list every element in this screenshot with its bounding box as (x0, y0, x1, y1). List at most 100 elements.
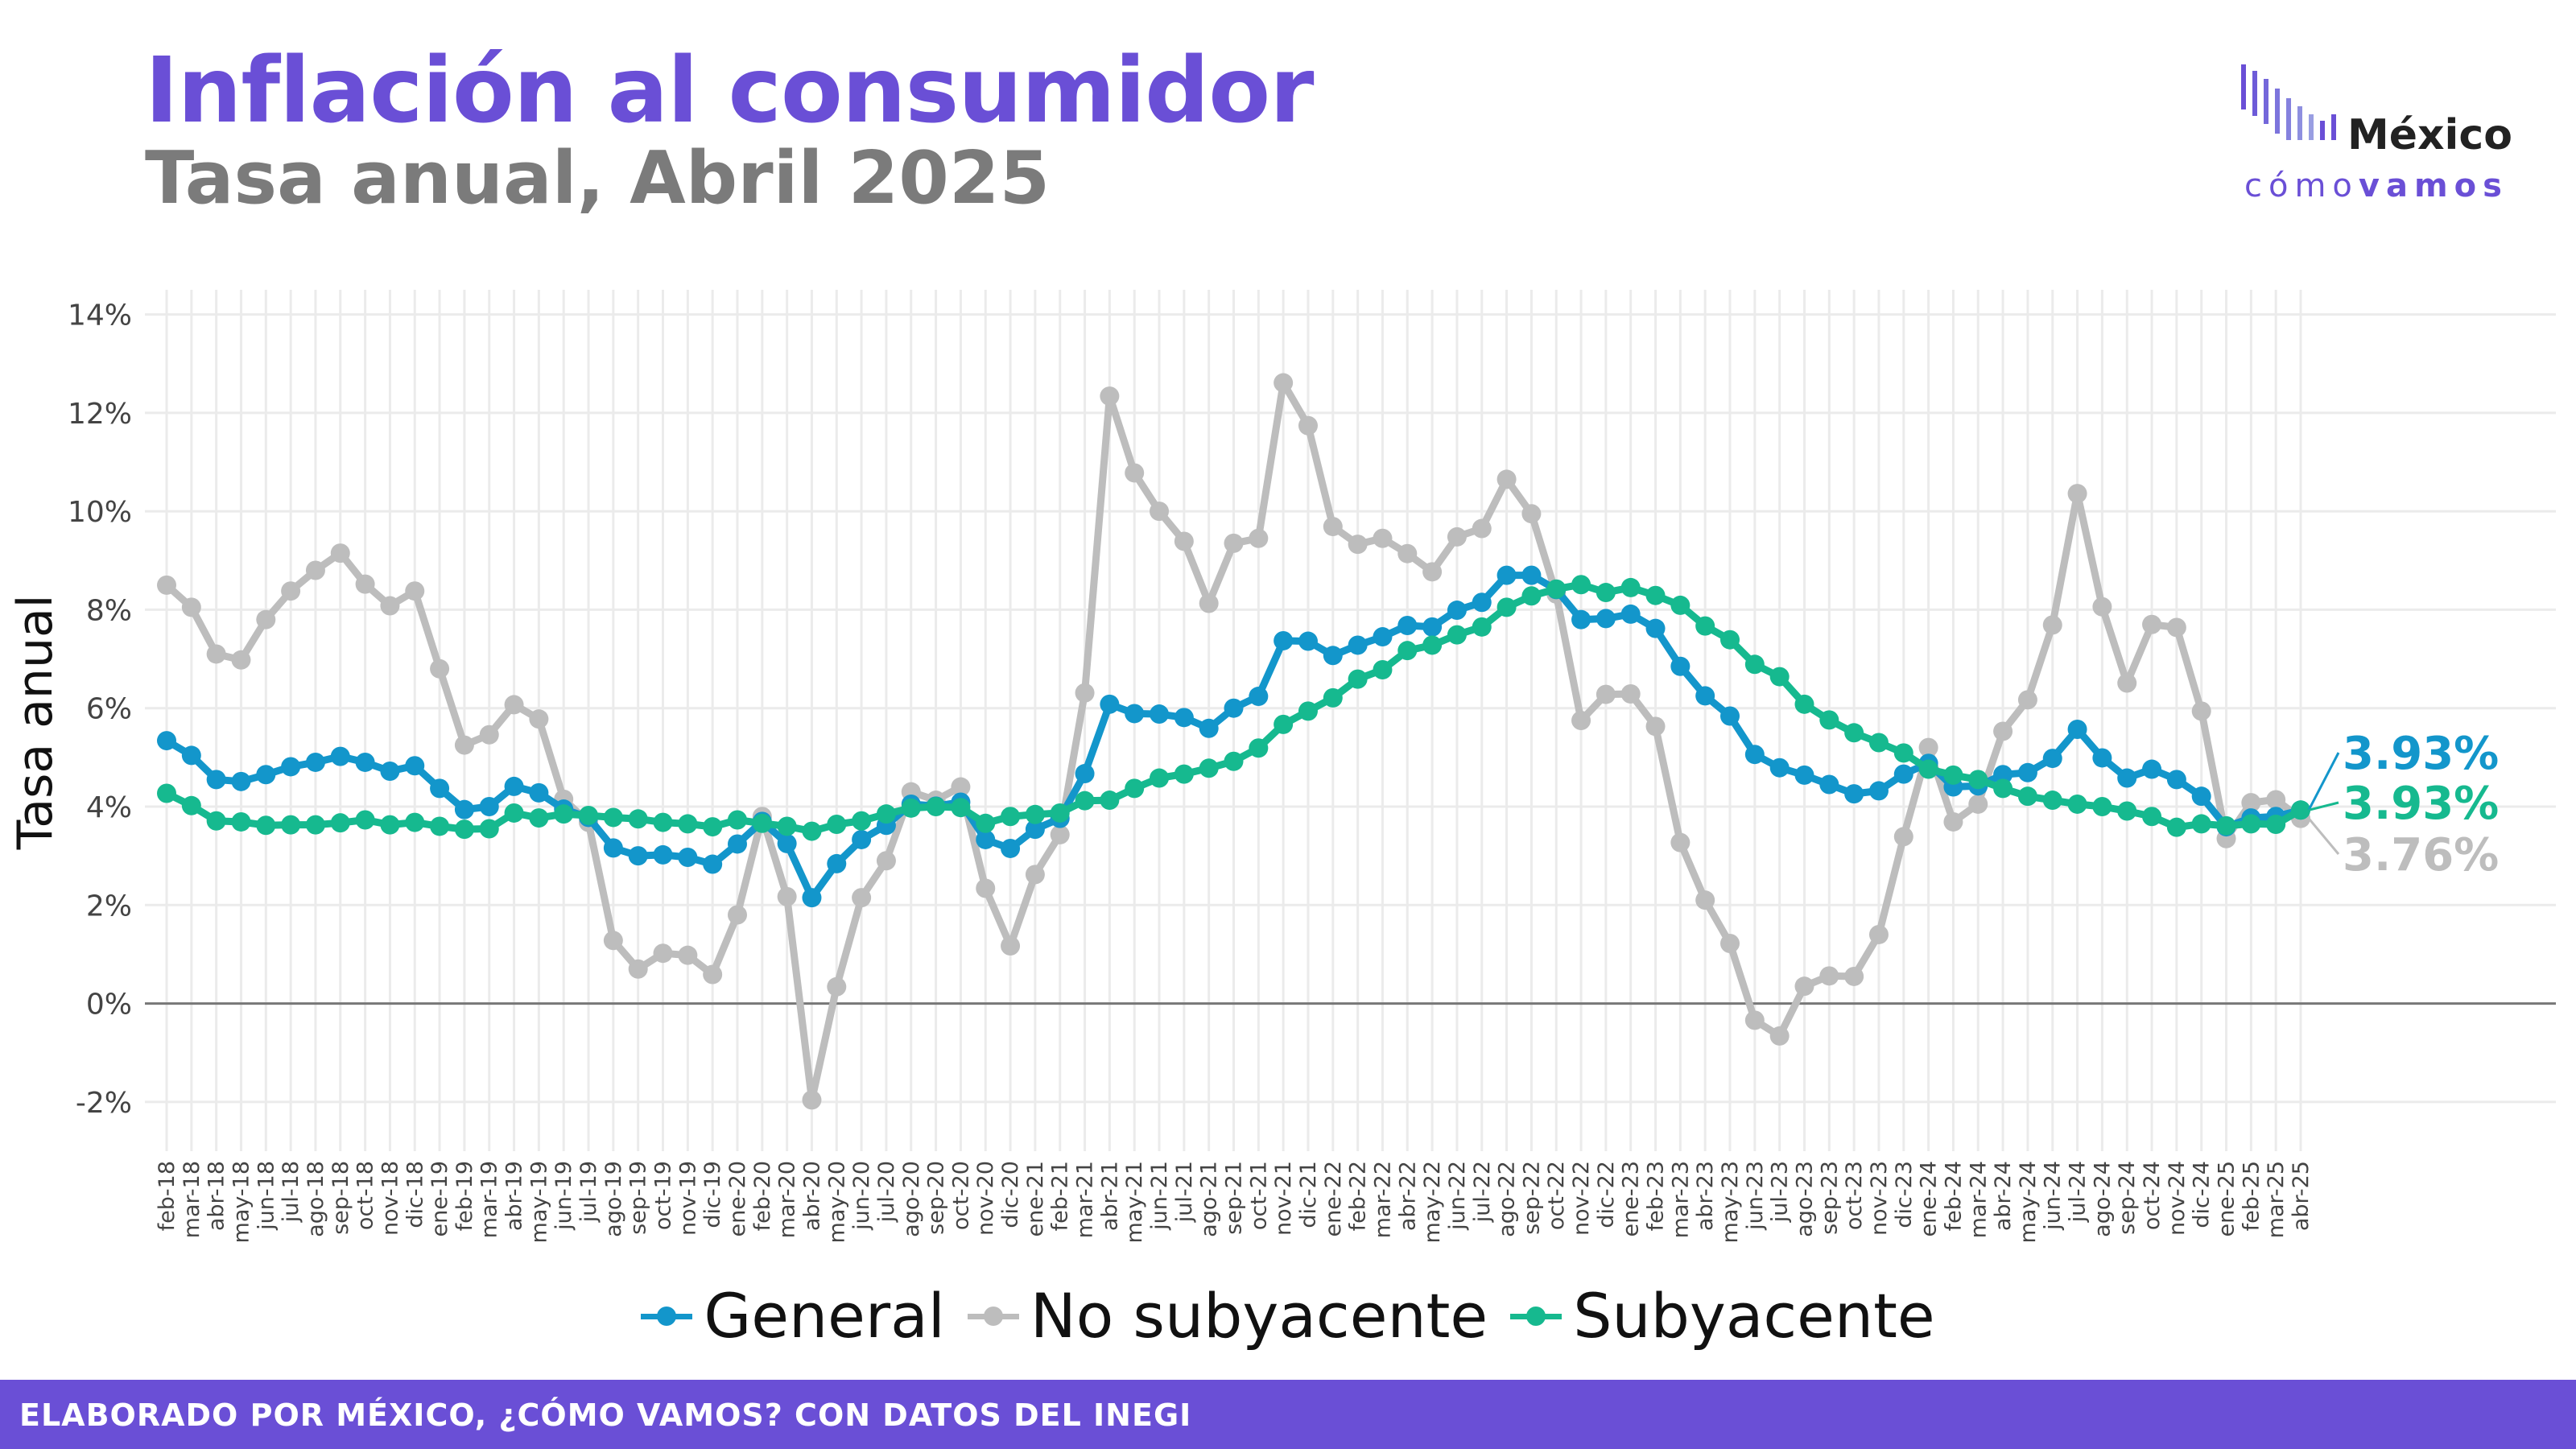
logo-tagline-bold: vamos (2358, 167, 2508, 204)
data-point (1447, 526, 1467, 547)
data-point (380, 815, 400, 835)
data-point (1323, 687, 1343, 708)
x-tick-label: mar-21 (1073, 1161, 1098, 1238)
data-point (777, 816, 797, 836)
data-point (380, 761, 400, 781)
y-tick-label: 8% (86, 594, 132, 627)
data-point (1844, 784, 1864, 804)
x-tick-label: mar-23 (1668, 1161, 1693, 1238)
chart-legend: General No subyacente Subyacente (0, 1280, 2576, 1352)
data-point (405, 581, 425, 601)
x-tick-label: feb-24 (1941, 1161, 1966, 1231)
data-point (330, 543, 350, 564)
y-tick-label: 2% (86, 890, 132, 923)
data-point (504, 803, 524, 823)
data-point (430, 816, 450, 836)
x-tick-label: ago-22 (1495, 1161, 1520, 1237)
data-point (1199, 718, 1219, 738)
x-tick-label: ago-24 (2090, 1161, 2115, 1237)
x-tick-label: jun-21 (1147, 1161, 1172, 1231)
data-point (1794, 765, 1814, 785)
data-point (653, 844, 673, 865)
data-point (2166, 817, 2186, 837)
data-point (1001, 838, 1021, 858)
data-point (1571, 711, 1591, 730)
data-point (1596, 684, 1616, 704)
data-point (1620, 577, 1641, 597)
data-point (1993, 765, 2013, 785)
x-tick-label: mar-20 (775, 1161, 800, 1238)
data-point (653, 943, 673, 964)
data-point (1274, 630, 1294, 650)
data-point (1001, 936, 1021, 956)
end-labels: 3.93%3.93%3.76% (2307, 728, 2499, 881)
x-tick-label: abr-20 (799, 1161, 824, 1231)
data-point (2117, 768, 2137, 788)
data-point (2166, 617, 2186, 638)
legend-item: No subyacente (967, 1280, 1488, 1352)
x-tick-label: abr-24 (1991, 1161, 2016, 1231)
x-tick-label: jul-22 (1470, 1161, 1495, 1223)
data-point (1943, 765, 1963, 785)
x-tick-label: nov-23 (1867, 1161, 1892, 1236)
y-tick-label: 14% (68, 299, 132, 332)
data-point (355, 574, 375, 594)
data-point (1150, 704, 1170, 724)
data-point (1174, 531, 1194, 551)
data-point (405, 756, 425, 776)
x-tick-label: feb-21 (1048, 1161, 1073, 1231)
y-tick-label: 4% (86, 791, 132, 824)
data-point (1447, 625, 1467, 645)
data-point (504, 776, 524, 796)
data-point (628, 809, 648, 829)
data-point (1100, 386, 1120, 407)
data-point (678, 814, 698, 834)
data-point (405, 812, 425, 832)
x-tick-label: ene-23 (1619, 1161, 1644, 1236)
data-point (727, 834, 747, 854)
x-tick-label: sep-23 (1817, 1161, 1842, 1235)
data-point (1348, 669, 1368, 689)
data-point (2266, 815, 2286, 835)
data-point (256, 609, 276, 630)
data-point (1769, 758, 1790, 778)
data-point (1397, 641, 1418, 661)
data-point (1472, 518, 1492, 539)
x-tick-label: sep-18 (328, 1161, 353, 1235)
x-tick-label: dic-19 (700, 1161, 725, 1228)
inflation-line-chart: -2%0%2%4%6%8%10%12%14% feb-18 mar-18 abr-1… (7, 290, 2556, 1243)
data-point (1645, 585, 1666, 605)
x-tick-label: nov-19 (675, 1161, 700, 1236)
data-point (2067, 794, 2087, 814)
data-point (1645, 618, 1666, 638)
data-point (1720, 706, 1740, 726)
x-tick-label: feb-23 (1644, 1161, 1669, 1231)
data-point (157, 731, 176, 751)
data-point (529, 808, 549, 828)
data-point (876, 851, 896, 871)
data-point (603, 838, 623, 858)
data-point (1323, 646, 1343, 666)
data-point (703, 817, 723, 837)
data-point (2166, 770, 2186, 790)
x-tick-label: sep-22 (1519, 1161, 1544, 1235)
x-tick-label: jul-19 (576, 1161, 601, 1223)
x-tick-label: ene-19 (427, 1161, 452, 1236)
data-point (1695, 890, 1715, 910)
data-point (1001, 807, 1021, 827)
data-point (181, 597, 201, 617)
x-axis: feb-18 mar-18 abr-18 may-18 jun-18 jul-18 ago-… (155, 1161, 2314, 1243)
data-point (802, 821, 822, 841)
x-tick-label: abr-18 (204, 1161, 229, 1231)
data-point (504, 695, 524, 715)
x-tick-label: ene-21 (1023, 1161, 1048, 1236)
data-point (2191, 786, 2211, 807)
data-point (1274, 373, 1294, 393)
legend-swatch (641, 1305, 693, 1327)
series-group (157, 373, 2310, 1110)
data-point (2017, 786, 2037, 807)
data-point (2042, 749, 2062, 769)
x-tick-label: dic-23 (1892, 1161, 1917, 1228)
data-point (802, 888, 822, 908)
data-point (1521, 565, 1542, 585)
